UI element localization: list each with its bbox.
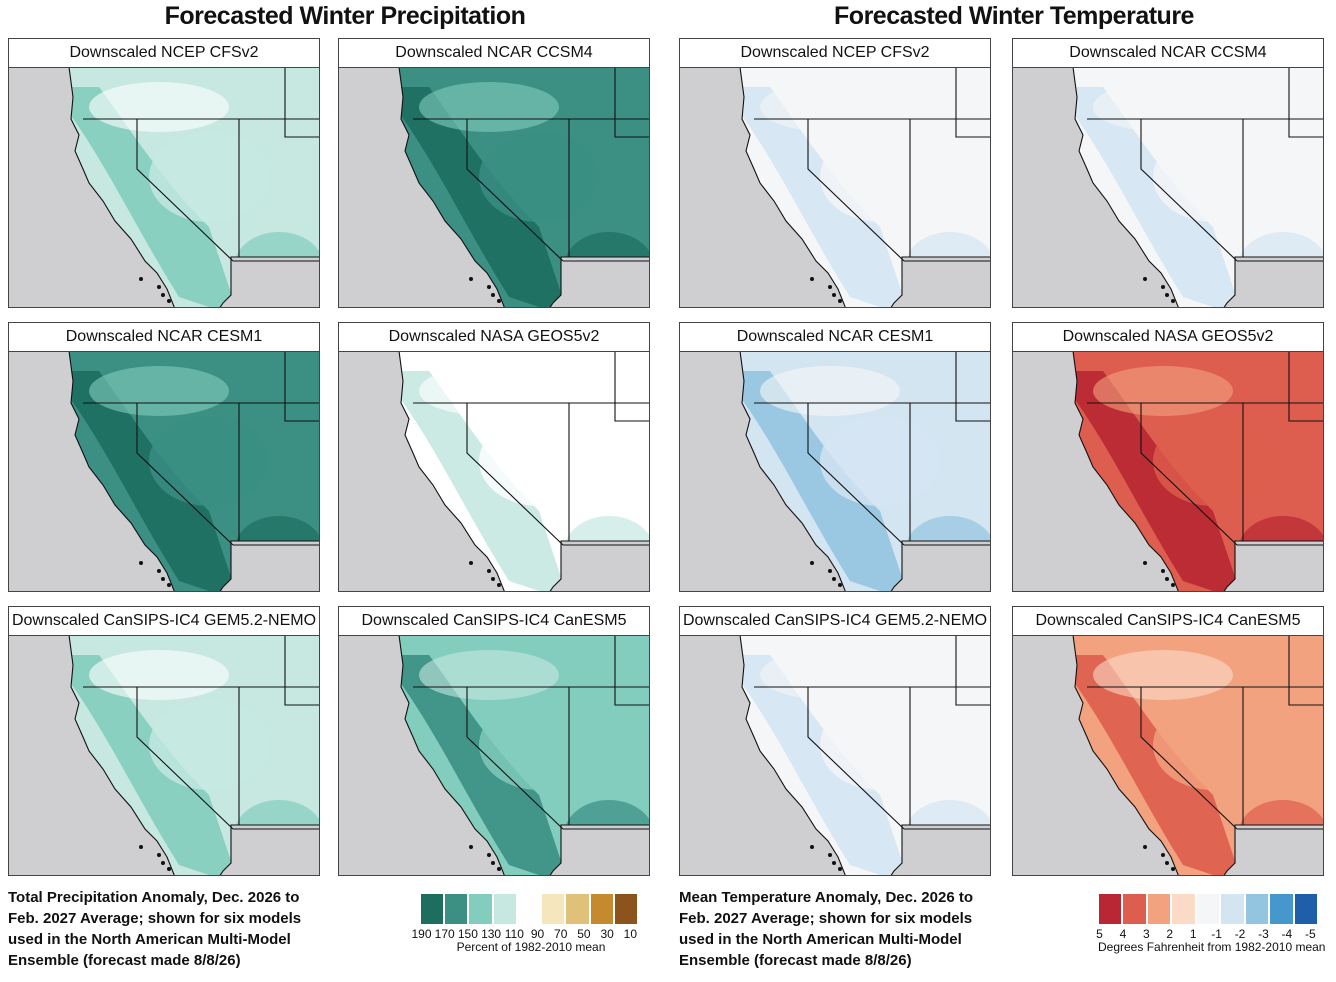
precip-legend-tick: 110: [504, 927, 524, 941]
precip-map: [339, 67, 649, 307]
precip-legend-tick: 130: [481, 927, 502, 941]
temp-map: [680, 67, 990, 307]
temp-legend-tick: 2: [1166, 927, 1174, 941]
precip-legend-tick: 70: [554, 927, 568, 941]
precip-legend-swatch: [444, 893, 469, 925]
temp-panel-title: Downscaled CanSIPS-IC4 GEM5.2-NEMO: [680, 607, 990, 636]
precip-legend-title: Percent of 1982-2010 mean: [456, 940, 606, 954]
temp-legend-swatch: [1171, 893, 1196, 925]
temp-legend-tick: 3: [1142, 927, 1150, 941]
temp-legend-swatch: [1122, 893, 1147, 925]
precip-legend-ticks: 190 170 150 130 110 90 70 50 30 10: [410, 927, 642, 941]
precip-panel-title: Downscaled CanSIPS-IC4 GEM5.2-NEMO: [9, 607, 319, 636]
precip-panel-title: Downscaled NCAR CESM1: [9, 323, 319, 352]
precip-map-panel: Downscaled NASA GEOS5v2: [338, 322, 650, 592]
precip-section-title: Forecasted Winter Precipitation: [164, 2, 526, 30]
precip-legend-tick: 190: [411, 927, 432, 941]
precip-legend-swatch: [468, 893, 493, 925]
precip-map-panel: Downscaled NCAR CESM1: [8, 322, 320, 592]
temp-legend-tick: 1: [1189, 927, 1197, 941]
temp-map-panel: Downscaled NCEP CFSv2: [679, 38, 991, 308]
temp-legend-swatch: [1146, 893, 1172, 925]
precip-map-panel: Downscaled NCEP CFSv2: [8, 38, 320, 308]
temp-legend-swatch: [1269, 893, 1294, 925]
precip-legend-swatch: [492, 893, 517, 925]
precip-legend-tick: 10: [623, 927, 637, 941]
precip-panel-title: Downscaled NCAR CCSM4: [339, 39, 649, 68]
temp-map-panel: Downscaled CanSIPS-IC4 CanESM5: [1012, 606, 1324, 876]
temp-legend-swatches: [1098, 893, 1322, 925]
precip-map: [9, 351, 319, 591]
temp-map-panel: Downscaled CanSIPS-IC4 GEM5.2-NEMO: [679, 606, 991, 876]
precip-map-panel: Downscaled CanSIPS-IC4 CanESM5: [338, 606, 650, 876]
temp-map-panel: Downscaled NCAR CESM1: [679, 322, 991, 592]
temp-legend-swatch: [1293, 893, 1318, 925]
temp-map: [680, 351, 990, 591]
precip-map-panel: Downscaled NCAR CCSM4: [338, 38, 650, 308]
precip-caption: Total Precipitation Anomaly, Dec. 2026 t…: [8, 889, 302, 969]
temp-legend-ticks: 5 4 3 2 1 -1 -2 -3 -4 -5: [1088, 927, 1322, 941]
precip-map: [339, 635, 649, 875]
precip-legend-tick: 30: [600, 927, 614, 941]
temp-legend-tick: 5: [1096, 927, 1103, 941]
precip-legend-swatches: [420, 893, 642, 925]
temp-legend-tick: -3: [1258, 927, 1269, 941]
temp-legend-swatch: [1220, 893, 1245, 925]
temp-legend-tick: -2: [1234, 927, 1246, 941]
precip-panel-title: Downscaled NASA GEOS5v2: [339, 323, 649, 352]
temp-map: [1013, 351, 1323, 591]
temp-panel-title: Downscaled NCEP CFSv2: [680, 39, 990, 68]
temp-map: [1013, 67, 1323, 307]
temp-legend-tick: -5: [1304, 927, 1316, 941]
precip-legend-swatch: [613, 893, 638, 925]
precip-map: [9, 635, 319, 875]
precip-legend-swatch: [516, 893, 542, 925]
temp-panel-title: Downscaled NCAR CCSM4: [1013, 39, 1323, 68]
temp-legend-swatch: [1244, 893, 1270, 925]
temp-legend-tick: -1: [1211, 927, 1222, 941]
temp-map-panel: Downscaled NASA GEOS5v2: [1012, 322, 1324, 592]
temp-panel-title: Downscaled NASA GEOS5v2: [1013, 323, 1323, 352]
temp-legend-title: Degrees Fahrenheit from 1982-2010 mean: [1098, 940, 1326, 954]
temp-legend-tick: 4: [1119, 927, 1127, 941]
temp-map-panel: Downscaled NCAR CCSM4: [1012, 38, 1324, 308]
temp-section-title: Forecasted Winter Temperature: [834, 2, 1194, 30]
precip-map: [339, 351, 649, 591]
precip-legend: 190 170 150 130 110 90 70 50 30 10 Percent of 198…: [411, 893, 642, 954]
temp-legend-tick: -4: [1281, 927, 1293, 941]
precip-legend-swatch: [541, 893, 566, 925]
precip-legend-swatch: [420, 893, 445, 925]
temp-legend-swatch: [1098, 893, 1123, 925]
precip-legend-swatch: [589, 893, 614, 925]
precip-legend-tick: 150: [457, 927, 478, 941]
precip-legend-swatch: [565, 893, 590, 925]
temp-caption: Mean Temperature Anomaly, Dec. 2026 to F…: [679, 889, 973, 969]
precip-panel-title: Downscaled NCEP CFSv2: [9, 39, 319, 68]
precip-legend-tick: 90: [530, 927, 545, 941]
precip-legend-tick: 170: [434, 927, 455, 941]
temp-panel-title: Downscaled NCAR CESM1: [680, 323, 990, 352]
temp-map: [1013, 635, 1323, 875]
temp-legend-swatch: [1195, 893, 1221, 925]
temp-map: [680, 635, 990, 875]
precip-panel-title: Downscaled CanSIPS-IC4 CanESM5: [339, 607, 649, 636]
temp-panel-title: Downscaled CanSIPS-IC4 CanESM5: [1013, 607, 1323, 636]
temp-legend: 5 4 3 2 1 -1 -2 -3 -4 -5 Degrees Fahrenheit from …: [1096, 893, 1326, 954]
precip-legend-tick: 50: [577, 927, 591, 941]
precip-map-panel: Downscaled CanSIPS-IC4 GEM5.2-NEMO: [8, 606, 320, 876]
precip-map: [9, 67, 319, 307]
